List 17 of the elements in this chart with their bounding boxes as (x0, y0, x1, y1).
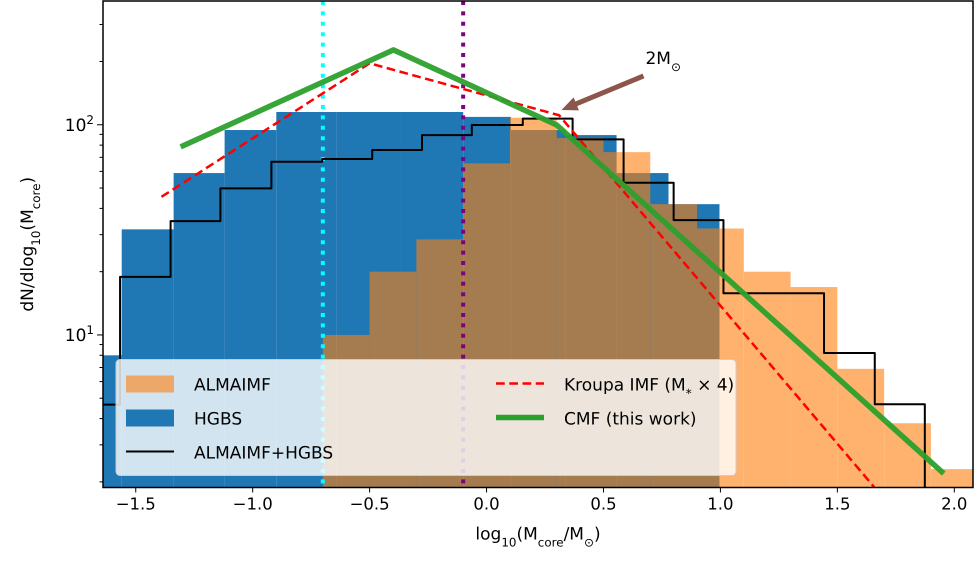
x-tick-label: −1.5 (116, 494, 156, 514)
x-tick-label: 0.0 (473, 494, 500, 514)
y-tick-label: 10$^{2}$ (64, 112, 94, 136)
legend-label: Kroupa IMF (M$_{*}$ × 4) (564, 376, 734, 400)
x-axis-title: log$_{10}$(M$_{core}$/M$_{⊙}$) (475, 524, 601, 550)
x-tick-label: 1.0 (707, 494, 734, 514)
legend-label: ALMAIMF (194, 376, 271, 396)
x-tick-label: −0.5 (350, 494, 390, 514)
x-tick-label: 1.5 (824, 494, 850, 514)
annotation: 2M$_{⊙}$ (645, 48, 681, 74)
x-tick-label: 2.0 (941, 494, 968, 514)
legend-label: HGBS (194, 410, 242, 430)
legend-label: ALMAIMF+HGBS (194, 444, 334, 464)
x-tick-label: 0.5 (590, 494, 617, 514)
x-tick-label: −1.0 (232, 494, 273, 514)
legend-label: CMF (this work) (564, 410, 697, 430)
y-tick-label: 10$^{1}$ (64, 322, 94, 346)
